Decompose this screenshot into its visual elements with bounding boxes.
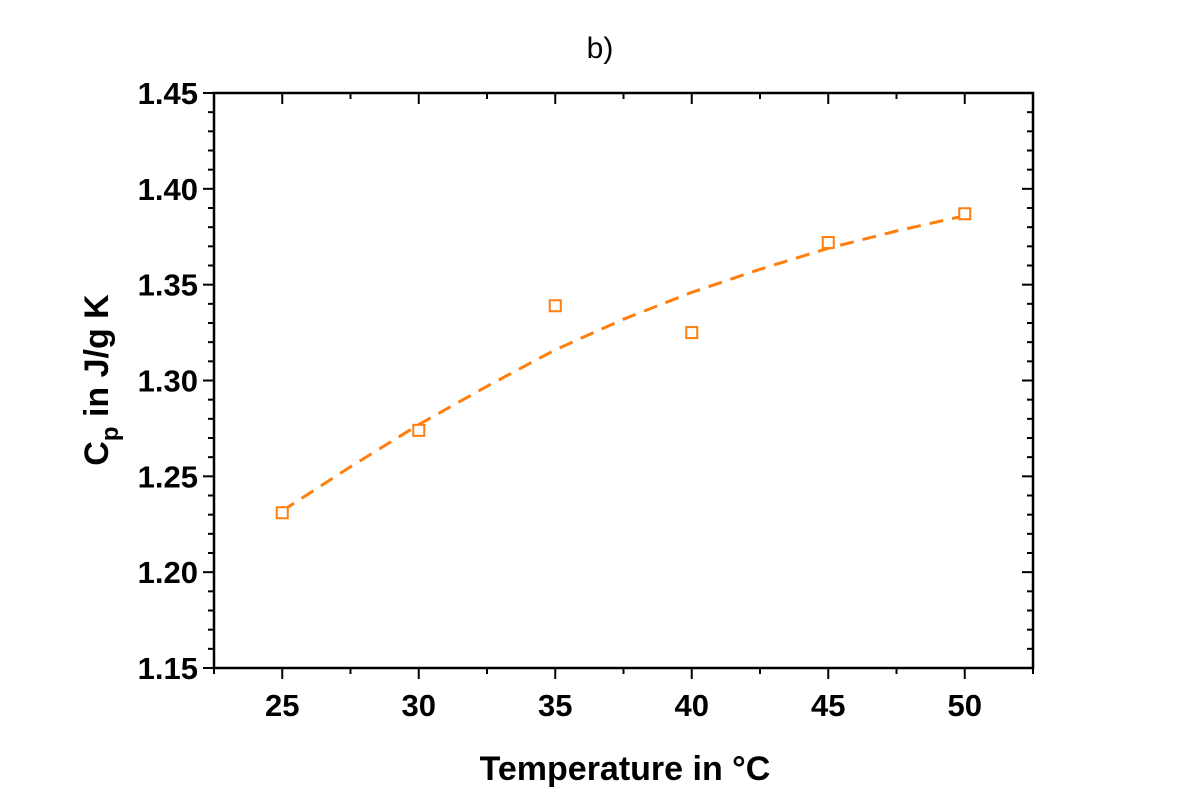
y-tick-label: 1.20 [138, 555, 198, 590]
y-tick-label: 1.15 [138, 651, 198, 686]
fit-line [281, 214, 966, 513]
data-point [685, 326, 699, 340]
y-tick-label: 1.40 [138, 172, 198, 207]
data-point [958, 207, 972, 221]
data-point [412, 423, 426, 437]
axes: 25 30 35 40 45 50 1.15 1.20 1.25 1.30 1.35 1.40 1.45 [138, 76, 1035, 723]
x-axis-title: Temperature in °C [480, 750, 771, 788]
y-tick-label: 1.25 [138, 459, 198, 494]
y-axis-title: Cp in J/g K [78, 294, 124, 466]
plot-frame [212, 91, 1035, 670]
y-tick-label: 1.30 [138, 364, 198, 399]
x-tick-label: 35 [538, 688, 572, 723]
y-axis-title-rest: in J/g K [78, 294, 116, 427]
y-axis-title-main: C [78, 441, 116, 466]
x-tick-label: 40 [675, 688, 709, 723]
x-tick-label: 50 [948, 688, 982, 723]
data-point [275, 506, 289, 520]
y-tick-label: 1.35 [138, 268, 198, 303]
y-axis-title-sub: p [97, 427, 124, 442]
x-tick-label: 30 [402, 688, 436, 723]
x-tick-label: 45 [811, 688, 845, 723]
y-tick-label: 1.45 [138, 76, 198, 111]
chart-title: b) [587, 32, 614, 65]
data-point [548, 299, 562, 313]
x-tick-label: 25 [265, 688, 299, 723]
marks [275, 207, 972, 520]
data-point [821, 236, 835, 249]
